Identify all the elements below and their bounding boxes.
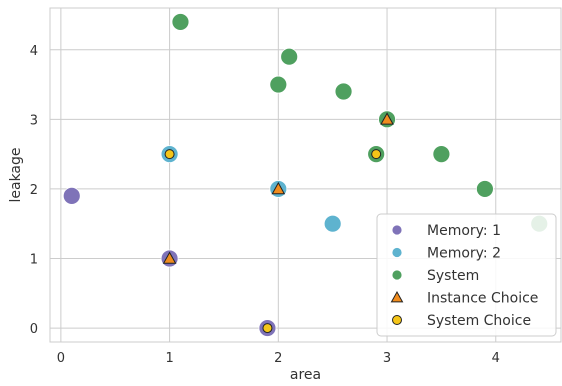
data-points [62, 13, 549, 337]
point-instance-choice [271, 181, 286, 195]
x-tick-label: 4 [492, 351, 500, 366]
y-tick-label: 1 [30, 253, 38, 268]
legend-label-memory-1: Memory: 1 [427, 223, 501, 239]
point-system [171, 13, 190, 31]
point-system [432, 145, 451, 164]
legend-label-instance-choice: Instance Choice [427, 291, 538, 307]
point-system [475, 180, 494, 198]
point-system-choice [262, 323, 273, 334]
point-memory-1 [62, 186, 81, 205]
legend-marker-memory-1 [391, 224, 403, 236]
x-tick-label: 1 [165, 351, 173, 366]
point-system [334, 82, 353, 101]
point-system [280, 47, 299, 66]
point-system [269, 75, 288, 94]
legend-marker-instance-choice [390, 290, 404, 303]
tick-labels: 0 1 2 3 4 0 1 2 3 4 [30, 44, 500, 366]
legend-marker-memory-2 [391, 247, 403, 258]
point-system-choice [371, 149, 382, 160]
legend: Memory: 1 Memory: 2 System Instance Choice S… [376, 213, 557, 337]
legend-marker-system [391, 269, 403, 281]
y-tick-label: 2 [30, 183, 38, 198]
y-tick-label: 0 [30, 322, 38, 337]
x-tick-label: 0 [57, 351, 65, 366]
x-tick-label: 2 [274, 351, 282, 366]
legend-marker-system-choice [392, 315, 402, 325]
legend-label-system-choice: System Choice [427, 313, 531, 329]
point-instance-choice [380, 112, 394, 125]
x-axis-label: area [290, 367, 321, 383]
x-tick-label: 3 [383, 351, 391, 366]
legend-box [376, 213, 557, 337]
point-instance-choice [162, 251, 177, 264]
legend-label-system: System [427, 268, 479, 284]
grid [50, 8, 561, 342]
point-system-choice [164, 149, 175, 160]
y-tick-label: 3 [30, 113, 38, 128]
y-tick-label: 4 [30, 44, 38, 59]
y-axis-label: leakage [8, 147, 24, 202]
point-memory-2 [323, 214, 342, 233]
plot-frame [49, 7, 562, 343]
legend-label-memory-2: Memory: 2 [427, 246, 501, 262]
